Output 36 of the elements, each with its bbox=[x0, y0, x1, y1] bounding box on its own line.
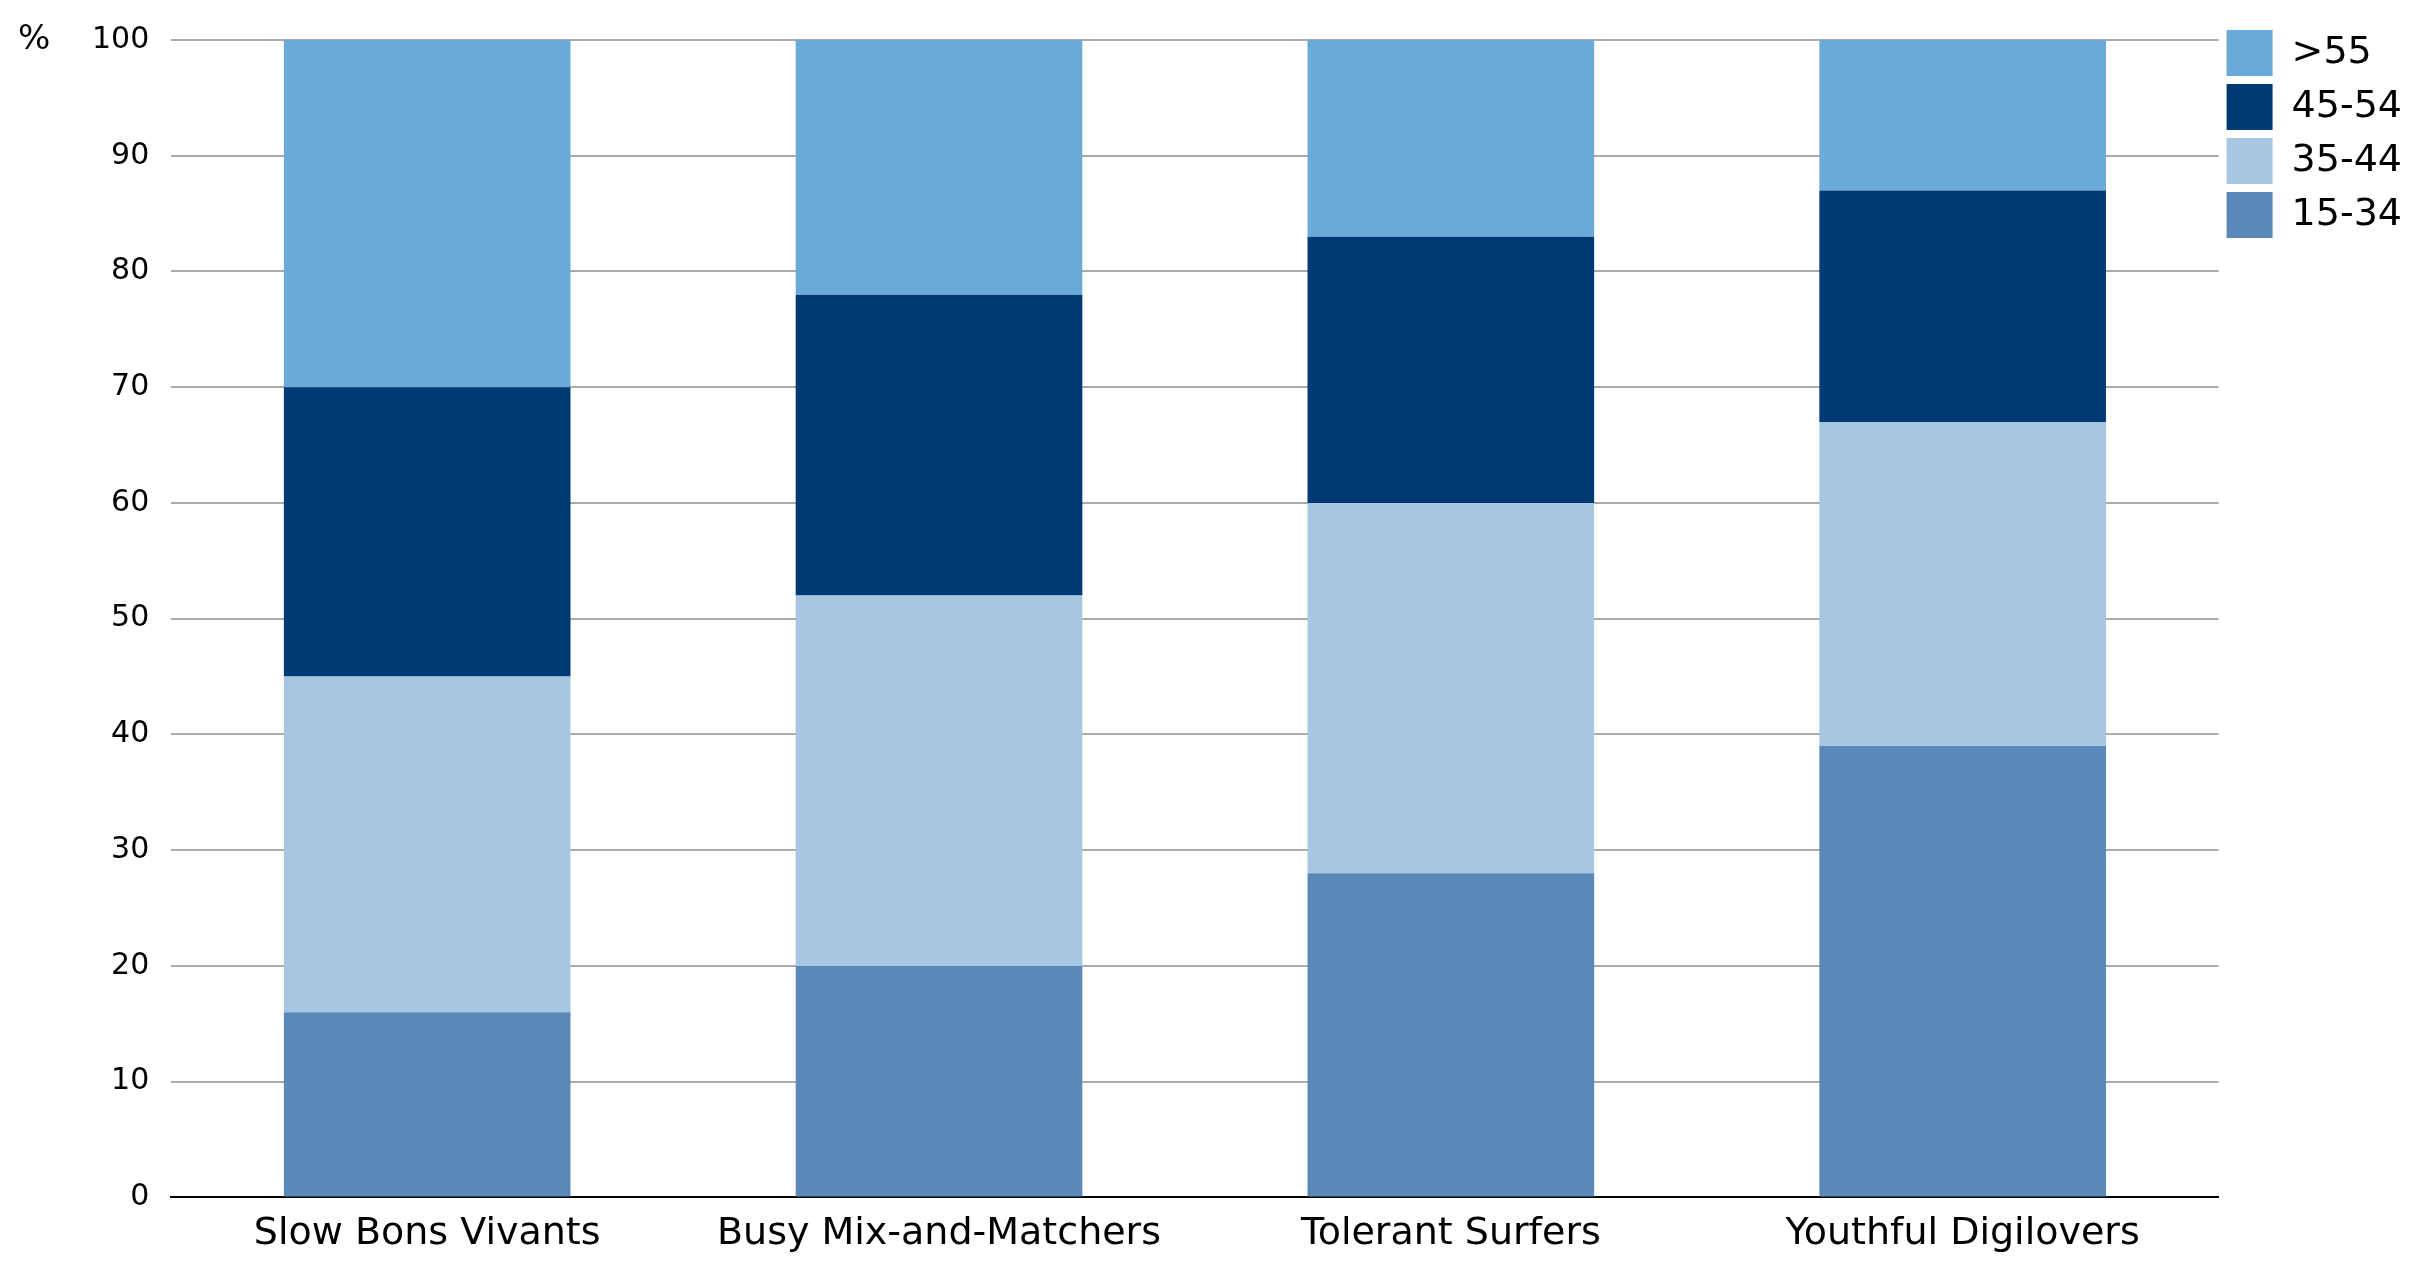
y-tick-label: 10 bbox=[111, 1061, 150, 1097]
y-tick-label: 60 bbox=[111, 482, 150, 518]
y-tick-label: 100 bbox=[92, 19, 150, 55]
bar bbox=[283, 40, 571, 388]
bar bbox=[283, 387, 571, 677]
bar bbox=[283, 676, 571, 1013]
bar bbox=[1819, 746, 2106, 1197]
y-tick-label: 0 bbox=[130, 1177, 150, 1213]
x-tick-label: Slow Bons Vivants bbox=[253, 1209, 601, 1254]
legend-label: 45-54 bbox=[2291, 81, 2402, 126]
y-tick-label: 80 bbox=[111, 251, 150, 287]
bar bbox=[795, 40, 1083, 295]
bar bbox=[283, 1012, 571, 1197]
legend-label: >55 bbox=[2291, 27, 2372, 72]
x-tick-label: Tolerant Surfers bbox=[1299, 1209, 1601, 1254]
bar bbox=[1819, 421, 2106, 747]
y-tick-label: 30 bbox=[111, 829, 150, 865]
bar bbox=[1819, 190, 2106, 422]
y-tick-label: 20 bbox=[111, 945, 150, 981]
y-tick-label: 70 bbox=[111, 367, 150, 403]
y-tick-label: 90 bbox=[111, 135, 150, 171]
x-tick-label: Busy Mix-and-Matchers bbox=[717, 1209, 1162, 1254]
legend-label: 35-44 bbox=[2291, 135, 2402, 180]
legend-label: 15-34 bbox=[2291, 189, 2402, 234]
x-tick-label: Youthful Digilovers bbox=[1784, 1209, 2140, 1254]
y-tick-label: 50 bbox=[111, 598, 150, 634]
bar bbox=[1819, 40, 2106, 191]
y-tick-label: 40 bbox=[111, 714, 150, 750]
bar bbox=[795, 595, 1083, 966]
bar bbox=[1307, 873, 1595, 1197]
bar bbox=[795, 294, 1083, 596]
y-axis-title: % bbox=[18, 16, 51, 57]
bar bbox=[795, 965, 1083, 1197]
bar bbox=[1307, 502, 1595, 874]
bar bbox=[1307, 40, 1595, 237]
bar bbox=[1307, 236, 1595, 503]
